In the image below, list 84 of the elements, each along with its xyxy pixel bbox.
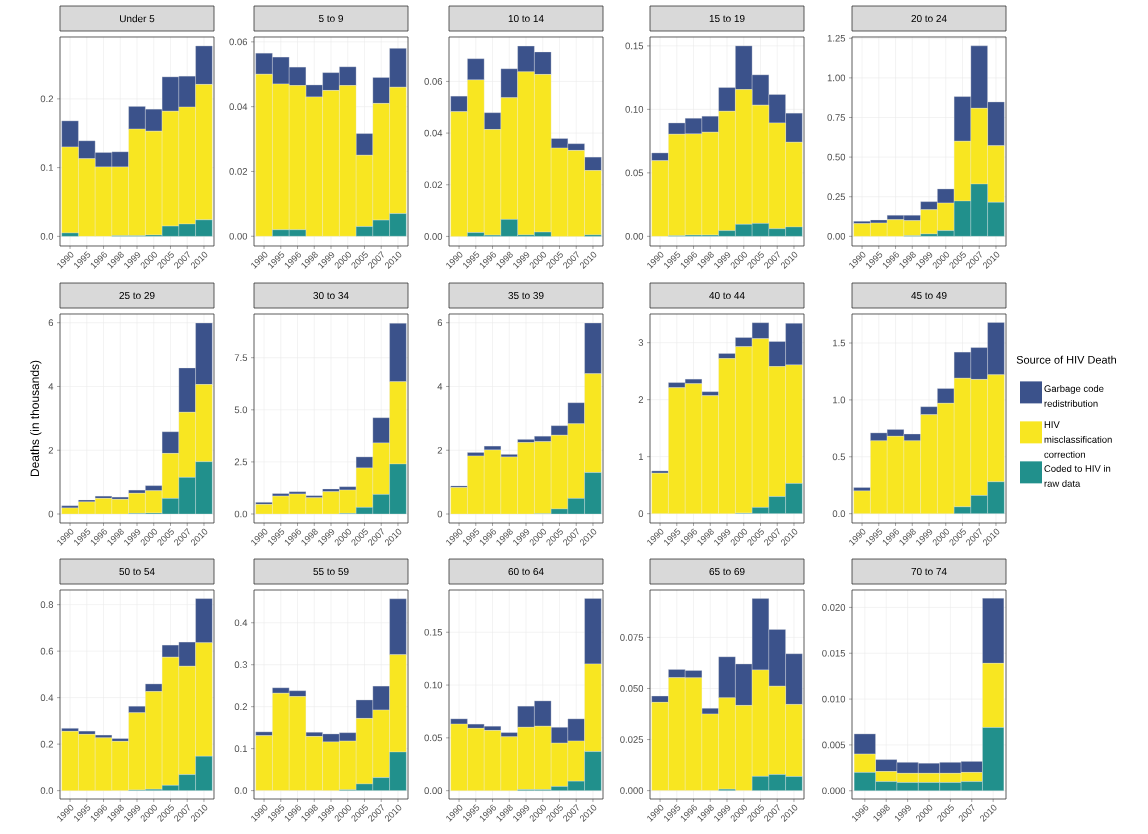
y-tick-label: 0.000	[822, 787, 846, 795]
y-tick-label: 0.00	[625, 232, 644, 240]
legend-label: Coded to HIV in raw data	[1044, 465, 1111, 487]
y-tick-label: 0.3	[234, 661, 248, 669]
chart-title: 20 to 24	[911, 14, 947, 23]
y-tick-label: 0.04	[229, 103, 248, 111]
chart-title: 50 to 54	[119, 567, 155, 576]
y-tick-label: 0.025	[620, 736, 644, 743]
y-tick-label: 6	[437, 319, 443, 327]
y-tick-label: 2	[48, 446, 54, 454]
y-tick-label: 7.5	[234, 354, 248, 362]
y-tick-label: 0.06	[229, 38, 248, 46]
y-tick-label: 0.020	[822, 604, 846, 611]
y-tick-label: 0.15	[625, 42, 644, 50]
y-tick-label: 4	[437, 383, 443, 390]
y-tick-label: 6	[48, 319, 54, 327]
chart-title: 5 to 9	[318, 14, 343, 23]
chart-title: 70 to 74	[911, 568, 947, 576]
y-tick-label: 0	[638, 510, 644, 517]
y-tick-label: 0.04	[424, 129, 443, 137]
y-tick-label: 0.02	[229, 168, 248, 175]
y-tick-label: 0.05	[424, 734, 443, 742]
y-tick-label: 0.10	[424, 681, 443, 689]
y-tick-label: 0.1	[234, 745, 248, 752]
chart-title: 55 to 59	[313, 568, 349, 576]
y-tick-label: 0.06	[424, 78, 443, 85]
y-tick-label: 0	[48, 510, 54, 518]
y-tick-label: 2.5	[234, 458, 248, 466]
y-tick-label: 0.0	[40, 233, 54, 240]
y-tick-label: 0.0	[40, 787, 54, 794]
y-tick-label: 2	[638, 396, 644, 403]
y-tick-label: 1.00	[827, 74, 846, 82]
chart-title: 60 to 64	[508, 568, 544, 576]
y-tick-label: 5.0	[234, 406, 248, 414]
y-tick-label: 0.050	[620, 685, 644, 692]
chart-title: 45 to 49	[911, 291, 947, 300]
chart-title: 30 to 34	[313, 292, 349, 300]
y-tick-label: 0.0	[234, 787, 248, 794]
y-tick-label: 0.15	[424, 628, 443, 636]
y-tick-label: 0.2	[40, 95, 54, 103]
y-tick-label: 0.6	[40, 647, 54, 655]
y-tick-label: 0.00	[827, 232, 846, 240]
y-tick-label: 1	[638, 453, 644, 460]
chart-title: Under 5	[120, 14, 155, 23]
y-tick-label: 0.8	[40, 601, 54, 608]
chart-title: 15 to 19	[709, 14, 745, 23]
y-tick-label: 0.75	[827, 114, 846, 121]
y-tick-label: 0.2	[40, 740, 54, 748]
chart-title: 35 to 39	[508, 291, 544, 300]
y-tick-label: 0	[437, 510, 443, 518]
y-tick-label: 1.25	[827, 34, 846, 42]
y-tick-label: 0.1	[40, 164, 54, 171]
chart-title: 25 to 29	[119, 291, 155, 300]
y-tick-label: 1.0	[833, 396, 846, 404]
y-tick-label: 0.4	[40, 694, 54, 701]
y-tick-label: 0.05	[625, 169, 644, 177]
chart-title: 10 to 14	[508, 14, 544, 23]
y-tick-label: 0.00	[424, 787, 443, 795]
text: HIV misclassification correction	[1044, 421, 1112, 458]
y-tick-label: 0.010	[822, 695, 846, 703]
legend-label: Garbage code redistribution	[1044, 385, 1104, 407]
y-tick-label: 0.10	[625, 106, 644, 113]
chart-title: 40 to 44	[709, 291, 745, 300]
y-tick-label: 0.000	[620, 787, 644, 794]
y-axis-title: Deaths (in thousands)	[30, 360, 42, 476]
chart-title: 65 to 69	[709, 568, 745, 576]
y-tick-label: 3	[638, 339, 644, 347]
y-tick-label: 0.5	[832, 453, 846, 461]
y-tick-label: 0.00	[424, 233, 443, 240]
y-tick-label: 1.5	[833, 339, 846, 347]
y-tick-label: 0.0	[832, 510, 846, 518]
y-tick-label: 4	[48, 383, 54, 390]
y-tick-label: 0.00	[229, 232, 248, 240]
y-tick-label: 0.0	[234, 510, 248, 518]
y-tick-label: 0.4	[234, 619, 248, 627]
legend-title: Source of HIV Death	[1016, 355, 1116, 364]
y-tick-label: 0.02	[424, 181, 443, 189]
y-tick-label: 2	[437, 446, 443, 454]
y-tick-label: 0.2	[234, 703, 248, 711]
y-tick-label: 0.25	[827, 193, 846, 201]
y-tick-label: 0.075	[620, 634, 644, 641]
y-tick-label: 0.015	[822, 649, 846, 657]
y-tick-label: 0.005	[822, 741, 846, 749]
y-tick-label: 0.50	[827, 153, 846, 161]
